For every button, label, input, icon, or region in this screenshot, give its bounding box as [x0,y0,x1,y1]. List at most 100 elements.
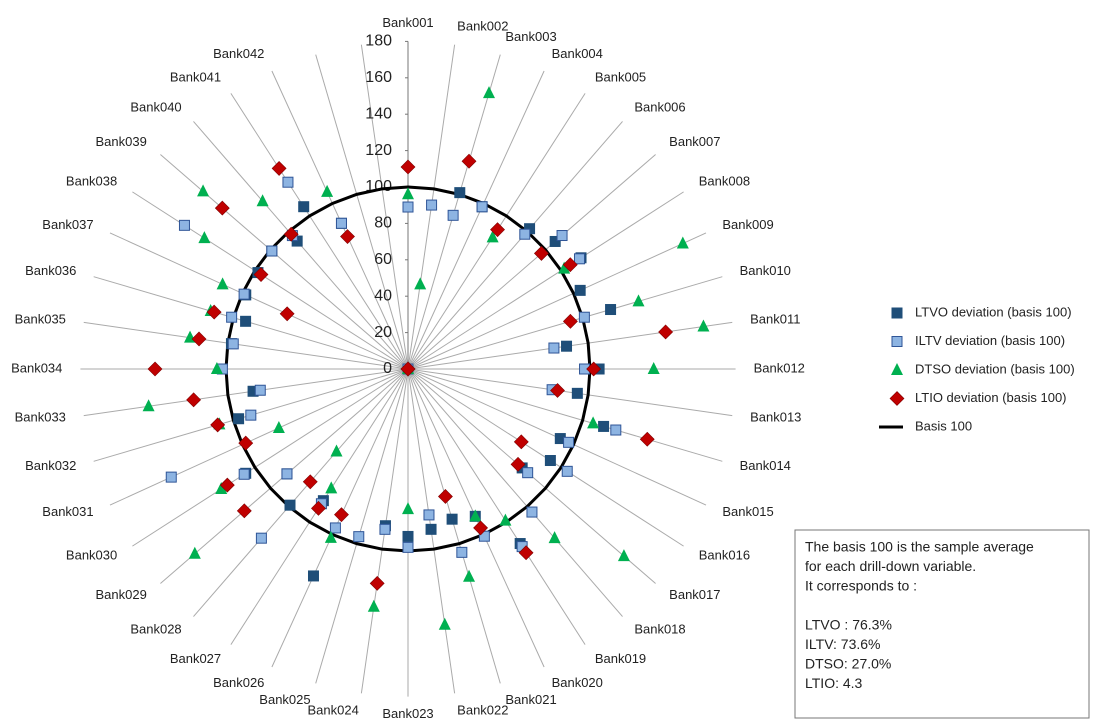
legend-swatch [891,363,903,375]
category-label: Bank033 [15,410,66,425]
note-line: DTSO: 27.0% [805,656,891,672]
marker [298,201,310,213]
marker [578,311,590,323]
marker [226,311,238,323]
y-tick-label: 180 [365,33,392,50]
marker [476,201,488,213]
legend-swatch [891,336,903,347]
y-tick-label: 160 [365,69,392,86]
category-label: Bank011 [750,311,800,326]
category-label: Bank028 [130,622,181,637]
marker [446,513,458,525]
marker [307,570,319,582]
category-label: Bank037 [42,217,93,232]
marker [423,509,435,521]
category-label: Bank027 [170,651,221,666]
category-label: Bank005 [595,70,646,85]
category-label: Bank003 [505,29,556,44]
category-label: Bank041 [170,70,221,85]
marker [518,545,534,561]
spoke [315,54,409,370]
legend-label: ILTV deviation (basis 100) [915,333,1065,348]
marker [238,468,250,480]
marker [469,509,482,522]
category-label: Bank020 [552,675,603,690]
marker [548,531,561,544]
spoke [407,232,707,370]
category-label: Bank032 [25,458,76,473]
marker [574,284,586,296]
note-line: LTVO : 76.3% [805,617,892,633]
spoke [315,368,409,684]
marker [639,431,655,447]
marker [215,482,228,495]
note-line: for each drill-down variable. [805,558,976,574]
marker [227,338,239,350]
marker [402,187,414,200]
y-tick-label: 20 [374,324,392,341]
marker [617,549,630,562]
spoke [407,368,623,617]
legend-label: DTSO deviation (basis 100) [915,361,1075,376]
marker [330,444,343,457]
marker [238,288,250,300]
legend-swatch [889,391,905,406]
marker [573,253,585,265]
spoke [132,191,409,370]
marker [697,319,710,332]
category-label: Bank029 [95,587,146,602]
y-tick-label: 60 [374,251,392,268]
marker [256,194,269,207]
category-label: Bank042 [213,46,264,61]
marker [562,257,578,273]
category-label: Bank010 [740,263,791,278]
marker [571,387,583,399]
category-label: Bank015 [722,504,773,519]
marker [369,575,385,591]
marker [400,361,416,377]
marker [266,245,278,257]
marker [549,235,561,247]
marker [490,222,505,238]
spoke [230,93,409,370]
marker [329,522,341,534]
y-tick-label: 40 [374,287,392,304]
note-line: ILTV: 73.6% [805,636,880,652]
marker [676,236,689,249]
marker [321,184,334,197]
marker [197,184,210,197]
note-line: The basis 100 is the sample average [805,539,1034,555]
marker [454,187,466,199]
marker [414,277,427,290]
category-label: Bank039 [95,134,146,149]
marker [186,392,202,408]
note-box [794,529,1090,719]
note-line: It corresponds to : [805,578,917,594]
marker [586,361,602,377]
marker [558,261,571,274]
marker [324,530,337,543]
marker [255,532,267,544]
category-label: Bank035 [15,311,66,326]
marker [605,304,617,316]
marker [425,523,437,535]
marker [302,474,318,490]
spoke [83,321,409,370]
marker [191,331,207,347]
spoke [407,121,623,370]
spoke [193,368,409,617]
marker [279,306,295,322]
marker [282,176,294,188]
legend-label: LTVO deviation (basis 100) [915,304,1072,319]
marker [561,465,573,477]
marker [334,507,349,523]
marker [272,420,285,433]
marker [438,617,451,630]
marker [335,217,347,229]
marker [447,209,459,221]
marker [379,523,391,535]
marker [456,546,468,558]
category-label: Bank002 [457,18,508,33]
spoke [132,368,409,547]
